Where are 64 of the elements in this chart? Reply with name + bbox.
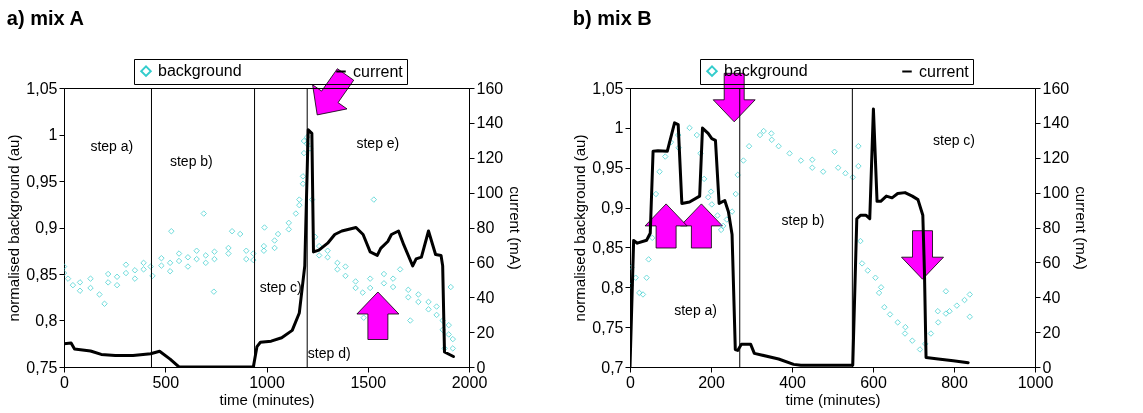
x-tick-label: 800	[941, 373, 968, 391]
x-tick-label: 0	[60, 373, 70, 391]
annotation: step c)	[932, 131, 976, 148]
y-tick-label: 0,75	[592, 318, 624, 336]
y2-tick-label: 140	[476, 114, 504, 132]
y2-tick-label: 0	[1042, 358, 1052, 376]
chart-title: b) mix B	[572, 6, 652, 29]
y2-tick-label: 40	[1042, 288, 1061, 306]
y2-axis-title: current (mA)	[507, 186, 525, 270]
y-tick-label: 0,75	[26, 358, 58, 376]
y2-tick-label: 140	[1042, 114, 1070, 132]
x-axis-title: time (minutes)	[785, 390, 881, 408]
y-tick-label: 0,85	[592, 238, 624, 256]
x-tick-label: 2000	[451, 373, 488, 391]
legend-label: background	[158, 62, 242, 80]
y2-tick-label: 60	[1042, 253, 1061, 271]
annotation: step a)	[674, 302, 718, 319]
x-tick-label: 1500	[350, 373, 387, 391]
chart-title: a) mix A	[6, 6, 84, 29]
y2-tick-label: 100	[476, 184, 504, 202]
x-tick-label: 600	[860, 373, 887, 391]
x-tick-label: 400	[779, 373, 806, 391]
y-tick-label: 0,8	[35, 312, 58, 329]
y-tick-label: 0,95	[592, 159, 624, 177]
y2-tick-label: 80	[1042, 219, 1061, 236]
y2-tick-label: 80	[476, 219, 495, 236]
y-axis-title: normalised background (au)	[571, 134, 589, 322]
y2-tick-label: 160	[476, 79, 504, 97]
y2-tick-label: 40	[476, 288, 495, 306]
y2-tick-label: 20	[476, 323, 495, 341]
y2-axis-title: current (mA)	[1073, 186, 1091, 270]
x-tick-label: 500	[152, 373, 180, 391]
y-tick-label: 0,9	[601, 199, 624, 217]
annotation: step b)	[781, 212, 825, 229]
y2-tick-label: 100	[1042, 184, 1070, 202]
legend-label: background	[724, 62, 808, 80]
y2-tick-label: 120	[1042, 149, 1070, 167]
y2-tick-label: 20	[1042, 323, 1061, 341]
y-tick-label: 0,95	[26, 172, 58, 190]
y2-tick-label: 60	[476, 253, 495, 271]
y-tick-label: 1	[48, 126, 58, 143]
y-axis-title: normalised background (au)	[5, 134, 23, 322]
x-axis-title: time (minutes)	[219, 390, 315, 408]
annotation: step b)	[169, 153, 213, 170]
y-tick-label: 0,85	[26, 265, 58, 283]
y2-tick-label: 160	[1042, 79, 1070, 97]
y-tick-label: 0,9	[35, 219, 58, 236]
annotation: step c)	[259, 279, 302, 296]
y-tick-label: 1,05	[592, 79, 624, 97]
x-tick-label: 0	[626, 373, 636, 391]
legend-label: current	[919, 62, 970, 80]
legend-label: current	[353, 62, 404, 80]
annotation: step a)	[90, 138, 134, 155]
annotation: step e)	[356, 134, 400, 151]
y-tick-label: 1,05	[26, 79, 58, 97]
y2-tick-label: 0	[476, 358, 486, 376]
y-tick-label: 1	[614, 119, 624, 137]
x-tick-label: 200	[698, 373, 725, 391]
y-tick-label: 0,7	[601, 358, 624, 376]
annotation: step d)	[307, 345, 351, 362]
y-tick-label: 0,8	[601, 278, 624, 296]
x-tick-label: 1000	[1017, 373, 1054, 391]
x-tick-label: 1000	[249, 373, 285, 391]
y2-tick-label: 120	[476, 149, 504, 167]
